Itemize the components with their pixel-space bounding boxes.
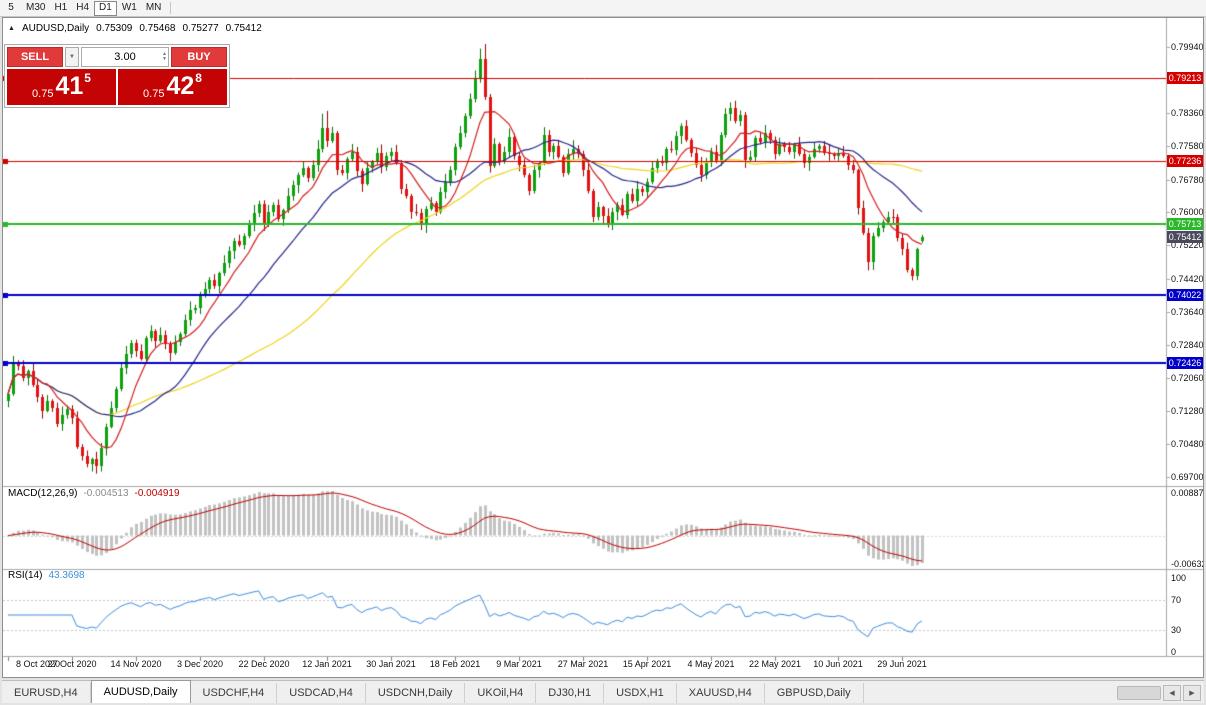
macd-axis-label: -0.00632	[1171, 559, 1204, 569]
price-axis-label: 0.74420	[1171, 273, 1204, 284]
buy-price-pips: 42	[166, 72, 195, 100]
tab-scrollbar-thumb[interactable]	[1117, 686, 1161, 700]
buy-price-display[interactable]: 0.75 42 8	[118, 69, 227, 105]
date-axis-label: 18 Feb 2021	[429, 659, 481, 669]
date-axis-label: 30 Jan 2021	[366, 659, 416, 669]
volume-value: 3.00	[114, 51, 136, 63]
price-axis-label: 0.77580	[1171, 141, 1204, 152]
spin-up-icon[interactable]: ▲	[162, 51, 167, 57]
readout-high: 0.75468	[139, 23, 176, 34]
spin-down-icon[interactable]: ▼	[162, 56, 167, 62]
chart-tabs: EURUSD,H4 AUDUSD,Daily USDCHF,H4 USDCAD,H4 U…	[2, 680, 1204, 703]
chart-ohlc-readout: ▲ AUDUSD,Daily 0.75309 0.75468 0.75277 0…	[8, 23, 262, 34]
chart-tab[interactable]: XAUUSD,H4	[677, 683, 765, 703]
price-axis-label: 0.72060	[1171, 372, 1204, 383]
rsi-name: RSI(14)	[8, 570, 43, 581]
tab-scroll-right-button[interactable]: ▶	[1183, 685, 1201, 701]
volume-spinner[interactable]: ▲ ▼	[162, 48, 167, 66]
price-axis-label: 0.73640	[1171, 306, 1204, 317]
price-level-badge: 0.72426	[1167, 357, 1203, 369]
date-axis-label: 10 Jun 2021	[813, 659, 863, 669]
chart-tab-bar: EURUSD,H4 AUDUSD,Daily USDCHF,H4 USDCAD,H4 U…	[2, 680, 1204, 703]
date-axis-label: 12 Jan 2021	[302, 659, 352, 669]
price-axis-label: 0.72840	[1171, 340, 1204, 351]
price-axis-label: 0.70480	[1171, 439, 1204, 450]
date-axis-label: 22 May 2021	[748, 659, 802, 669]
timeframe-button-d1[interactable]: D1	[94, 0, 117, 16]
chart-tab[interactable]: EURUSD,H4	[2, 683, 91, 703]
price-level-badge: 0.77236	[1167, 155, 1203, 167]
timeframe-button-h1[interactable]: H1	[54, 1, 68, 13]
timeframe-button-w1[interactable]: W1	[121, 1, 137, 13]
macd-main-value: -0.004513	[83, 488, 129, 499]
sell-price-pips: 41	[55, 72, 84, 100]
timeframe-button-m30[interactable]: M30	[26, 1, 46, 13]
price-level-badge: 0.74022	[1167, 289, 1203, 301]
sell-button[interactable]: SELL	[7, 47, 63, 67]
price-axis-label: 0.76000	[1171, 207, 1204, 218]
readout-close: 0.75412	[225, 23, 262, 34]
macd-name: MACD(12,26,9)	[8, 488, 78, 499]
chart-tab[interactable]: USDCNH,Daily	[366, 683, 466, 703]
date-axis-label: 15 Apr 2021	[622, 659, 672, 669]
price-axis-label: 0.75220	[1171, 240, 1204, 251]
buy-price-prefix: 0.75	[143, 88, 165, 100]
sell-price-prefix: 0.75	[32, 88, 54, 100]
rsi-axis-label: 70	[1171, 595, 1182, 606]
macd-indicator-label: MACD(12,26,9) -0.004513 -0.004919	[8, 488, 180, 499]
toolbar-separator	[170, 2, 172, 14]
rsi-value: 43.3698	[48, 570, 85, 581]
rsi-axis-label: 100	[1171, 573, 1187, 583]
date-axis-label: 8 Oct 2020	[15, 659, 61, 669]
buy-price-pipette: 8	[195, 71, 202, 85]
price-axis-label: 0.79940	[1171, 42, 1204, 52]
date-axis-label: 29 Jun 2021	[877, 659, 927, 669]
one-click-trading-panel: SELL ▼ 3.00 ▲ ▼ BUY 0.75 41 5	[4, 44, 230, 108]
rsi-axis-label: 30	[1171, 624, 1182, 635]
chart-tab[interactable]: USDX,H1	[604, 683, 677, 703]
readout-symbol: AUDUSD,Daily	[21, 23, 90, 34]
price-axis-label: 0.71280	[1171, 405, 1204, 416]
date-axis-label: 4 May 2021	[687, 659, 735, 669]
rsi-indicator-label: RSI(14) 43.3698	[8, 570, 85, 581]
volume-dropdown-icon[interactable]: ▼	[65, 47, 79, 67]
chart-tab[interactable]: UKOil,H4	[465, 683, 537, 703]
timeframe-button-5[interactable]: 5	[8, 1, 14, 13]
chart-tab[interactable]: DJ30,H1	[536, 683, 605, 703]
chart-window: ▲ AUDUSD,Daily 0.75309 0.75468 0.75277 0…	[2, 17, 1204, 678]
chart-tab[interactable]: USDCAD,H4	[277, 683, 366, 703]
price-chart-canvas[interactable]	[3, 18, 1203, 677]
chart-tab[interactable]: GBPUSD,Daily	[765, 683, 864, 703]
price-axis-label: 0.76780	[1171, 174, 1204, 185]
date-axis-label: 14 Nov 2020	[110, 659, 162, 669]
date-axis-label: 9 Mar 2021	[496, 659, 542, 669]
timeframe-button-mn[interactable]: MN	[145, 1, 162, 13]
readout-low: 0.75277	[182, 23, 219, 34]
date-axis-label: 27 Oct 2020	[47, 659, 97, 669]
rsi-axis-label: 0	[1171, 647, 1177, 657]
macd-signal-value: -0.004919	[134, 488, 180, 499]
date-axis-label: 3 Dec 2020	[176, 659, 224, 669]
readout-open: 0.75309	[96, 23, 133, 34]
price-axis-label: 0.78360	[1171, 108, 1204, 119]
macd-axis-label: 0.00887	[1171, 488, 1204, 498]
date-axis-label: 27 Mar 2021	[557, 659, 609, 669]
sell-price-display[interactable]: 0.75 41 5	[7, 69, 116, 105]
volume-field[interactable]: 3.00 ▲ ▼	[81, 47, 169, 67]
price-axis-label: 0.69700	[1171, 471, 1204, 482]
sell-price-pipette: 5	[84, 71, 91, 85]
price-level-badge: 0.79213	[1167, 72, 1203, 84]
chart-tab[interactable]: USDCHF,H4	[191, 683, 278, 703]
chart-tab[interactable]: AUDUSD,Daily	[90, 680, 191, 703]
one-click-toggle-icon[interactable]: ▲	[8, 25, 15, 32]
buy-button[interactable]: BUY	[171, 47, 227, 67]
current-price-badge: 0.75412	[1167, 231, 1203, 243]
tab-scrollbar: ◀ ▶	[1117, 685, 1201, 701]
timeframe-toolbar: 5 M30 H1 H4 D1 W1 MN	[0, 0, 1206, 17]
date-axis-label: 22 Dec 2020	[238, 659, 290, 669]
price-level-badge: 0.75713	[1167, 218, 1203, 230]
tab-scroll-left-button[interactable]: ◀	[1163, 685, 1181, 701]
timeframe-button-h4[interactable]: H4	[76, 1, 90, 13]
